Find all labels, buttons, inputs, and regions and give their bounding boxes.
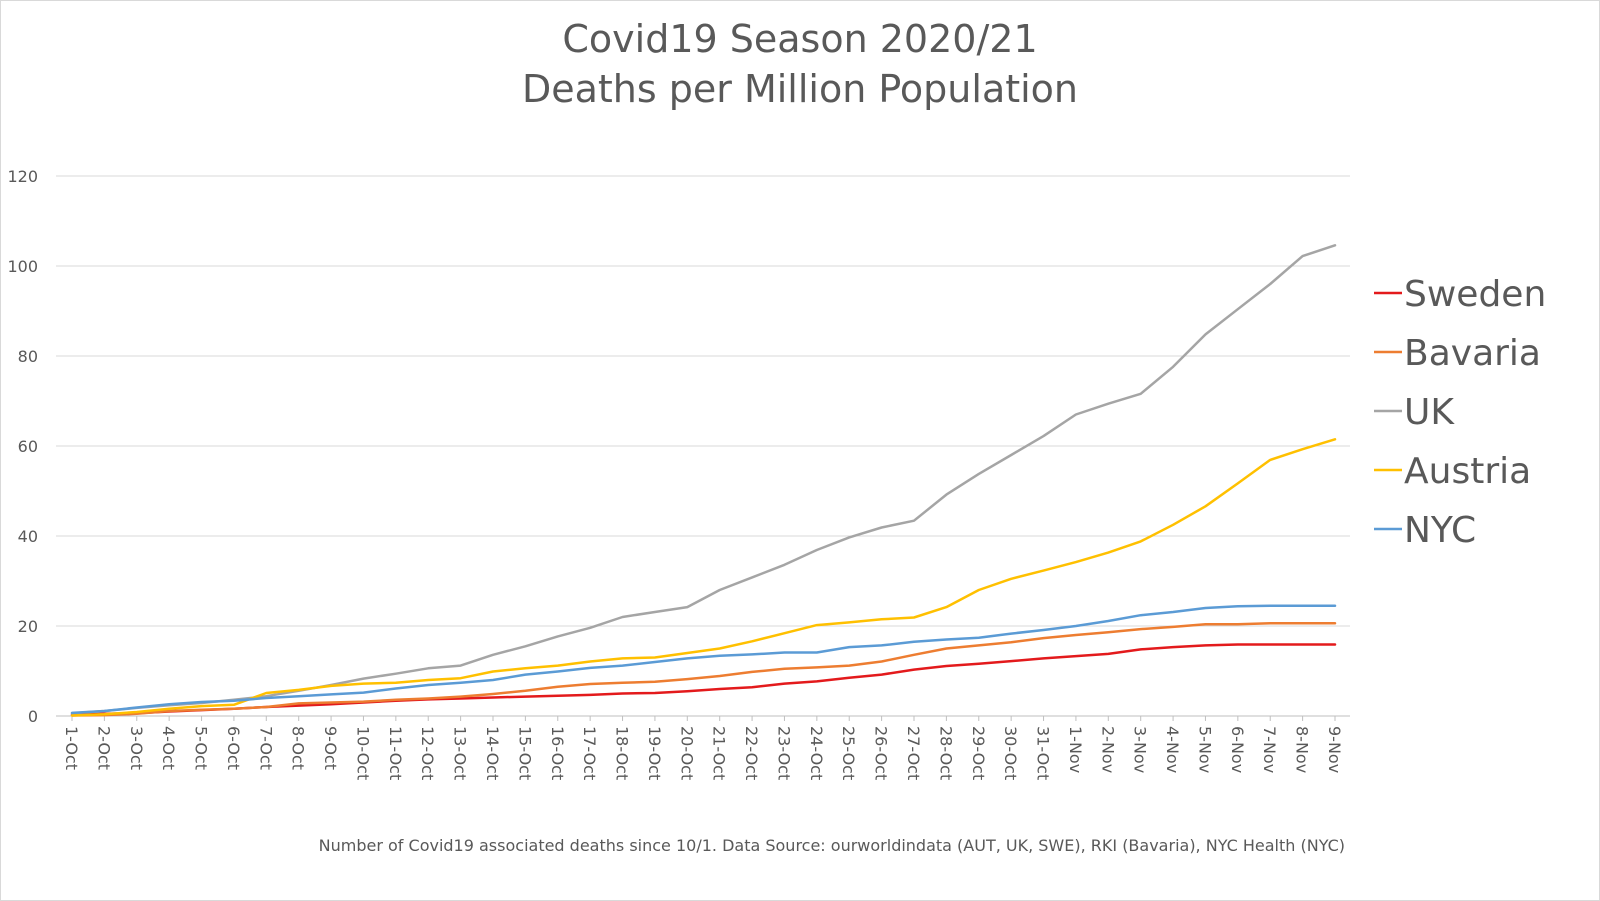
x-tick-label: 22-Oct (742, 726, 761, 780)
y-axis: 0 20 40 60 80 100 120 (7, 167, 38, 726)
x-tick-label: 21-Oct (710, 726, 729, 780)
series-line-sweden (70, 643, 1337, 716)
series-lines (70, 244, 1337, 717)
series-line-uk (70, 244, 1337, 715)
x-tick-label: 27-Oct (904, 726, 923, 780)
x-tick-label: 8-Oct (289, 726, 308, 770)
series-line-nyc (70, 604, 1337, 715)
x-tick-label: 2-Nov (1098, 726, 1117, 773)
x-tick-label: 16-Oct (548, 726, 567, 780)
x-tick-label: 13-Oct (451, 726, 470, 780)
y-tick-label: 40 (18, 527, 38, 546)
y-tick-label: 120 (7, 167, 38, 186)
legend-label-sweden: Sweden (1404, 274, 1546, 315)
x-tick-label: 7-Oct (256, 726, 275, 770)
x-tick-label: 20-Oct (677, 726, 696, 780)
x-tick-label: 31-Oct (1034, 726, 1053, 780)
x-tick-label: 28-Oct (936, 726, 955, 780)
y-tick-label: 100 (7, 257, 38, 276)
x-tick-label: 4-Oct (159, 726, 178, 770)
y-tick-label: 60 (18, 437, 38, 456)
footnote: Number of Covid19 associated deaths sinc… (318, 836, 1345, 855)
x-tick-label: 2-Oct (94, 726, 113, 770)
legend-label-uk: UK (1404, 392, 1455, 433)
x-tick-label: 14-Oct (483, 726, 502, 780)
x-tick-label: 1-Nov (1066, 726, 1085, 773)
legend-label-nyc: NYC (1404, 510, 1476, 551)
x-tick-label: 18-Oct (613, 726, 632, 780)
x-tick-label: 24-Oct (807, 726, 826, 780)
gridlines (56, 175, 1350, 717)
x-tick-label: 1-Oct (62, 726, 81, 770)
x-tick-label: 5-Nov (1195, 726, 1214, 773)
x-tick-label: 26-Oct (872, 726, 891, 780)
x-tick-label: 10-Oct (353, 726, 372, 780)
x-tick-label: 6-Oct (224, 726, 243, 770)
x-tick-label: 4-Nov (1163, 726, 1182, 773)
y-tick-label: 0 (28, 707, 38, 726)
series-line-bavaria (70, 622, 1337, 717)
legend: Sweden Bavaria UK Austria NYC (1374, 274, 1546, 551)
x-tick-label: 30-Oct (1001, 726, 1020, 780)
chart-subtitle: Deaths per Million Population (521, 67, 1079, 111)
x-tick-label: 29-Oct (969, 726, 988, 780)
x-tick-label: 11-Oct (386, 726, 405, 780)
x-tick-label: 17-Oct (580, 726, 599, 780)
x-tick-label: 9-Oct (321, 726, 340, 770)
x-tick-label: 25-Oct (839, 726, 858, 780)
x-tick-label: 3-Nov (1131, 726, 1150, 773)
x-tick-label: 19-Oct (645, 726, 664, 780)
legend-label-bavaria: Bavaria (1404, 333, 1541, 374)
legend-label-austria: Austria (1404, 451, 1531, 492)
x-tick-label: 6-Nov (1228, 726, 1247, 773)
x-tick-label: 23-Oct (774, 726, 793, 780)
series-line-austria (70, 438, 1337, 717)
x-axis: 1-Oct 2-Oct 3-Oct 4-Oct 5-Oct 6-Oct 7-Oct 8-Oct… (62, 716, 1344, 780)
x-tick-label: 9-Nov (1325, 726, 1344, 773)
x-tick-label: 15-Oct (515, 726, 534, 780)
x-tick-label: 12-Oct (418, 726, 437, 780)
x-tick-label: 3-Oct (127, 726, 146, 770)
x-tick-label: 7-Nov (1260, 726, 1279, 773)
chart-title: Covid19 Season 2020/21 (562, 17, 1038, 61)
y-tick-label: 20 (18, 617, 38, 636)
x-tick-label: 8-Nov (1293, 726, 1312, 773)
x-tick-label: 5-Oct (192, 726, 211, 770)
y-tick-label: 80 (18, 347, 38, 366)
